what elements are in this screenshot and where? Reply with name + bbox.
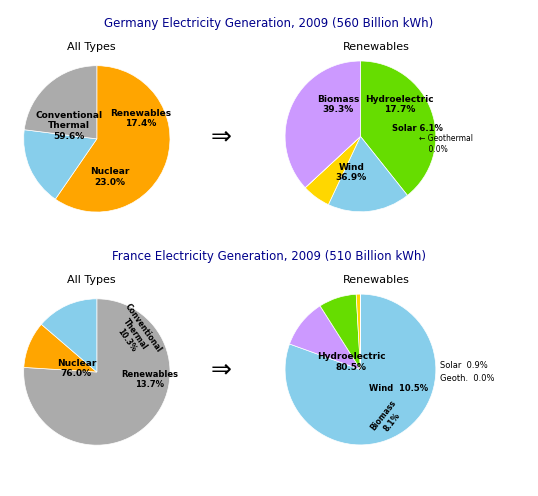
Wedge shape [55, 65, 170, 212]
Text: Hydroelectric
80.5%: Hydroelectric 80.5% [317, 352, 386, 372]
Text: Wind  10.5%: Wind 10.5% [369, 384, 428, 393]
Wedge shape [289, 306, 360, 370]
Wedge shape [24, 299, 170, 445]
Text: Geoth.  0.0%: Geoth. 0.0% [440, 374, 494, 383]
Text: Renewables: Renewables [343, 275, 410, 285]
Wedge shape [305, 136, 360, 187]
Text: All Types: All Types [67, 275, 116, 285]
Wedge shape [24, 130, 97, 199]
Text: Renewables: Renewables [343, 42, 410, 52]
Wedge shape [285, 61, 360, 187]
Wedge shape [328, 136, 407, 212]
Text: ⇒: ⇒ [210, 358, 231, 381]
Text: Solar  0.9%: Solar 0.9% [440, 361, 487, 370]
Text: All Types: All Types [67, 42, 116, 52]
Text: Nuclear
23.0%: Nuclear 23.0% [90, 167, 130, 186]
Wedge shape [285, 294, 436, 445]
Text: Wind
36.9%: Wind 36.9% [336, 163, 367, 183]
Wedge shape [41, 299, 97, 372]
Wedge shape [360, 61, 436, 195]
Text: Biomass
8.1%: Biomass 8.1% [369, 398, 406, 438]
Wedge shape [305, 136, 360, 205]
Wedge shape [24, 65, 97, 139]
Wedge shape [320, 294, 360, 370]
Wedge shape [24, 324, 97, 372]
Text: ⇒: ⇒ [210, 124, 231, 148]
Wedge shape [356, 294, 360, 370]
Text: Solar 6.1%: Solar 6.1% [392, 124, 443, 133]
Text: Nuclear
76.0%: Nuclear 76.0% [56, 359, 96, 378]
Text: France Electricity Generation, 2009 (510 Billion kWh): France Electricity Generation, 2009 (510… [112, 250, 426, 263]
Text: Renewables
13.7%: Renewables 13.7% [121, 370, 178, 389]
Text: ← Geothermal
    0.0%: ← Geothermal 0.0% [419, 134, 473, 154]
Text: Renewables
17.4%: Renewables 17.4% [110, 109, 171, 128]
Text: Conventional
Thermal
10.3%: Conventional Thermal 10.3% [107, 302, 164, 366]
Text: Germany Electricity Generation, 2009 (560 Billion kWh): Germany Electricity Generation, 2009 (56… [104, 17, 434, 30]
Text: Hydroelectric
17.7%: Hydroelectric 17.7% [365, 95, 434, 115]
Text: Biomass
39.3%: Biomass 39.3% [317, 95, 359, 115]
Text: Conventional
Thermal
59.6%: Conventional Thermal 59.6% [36, 111, 103, 140]
